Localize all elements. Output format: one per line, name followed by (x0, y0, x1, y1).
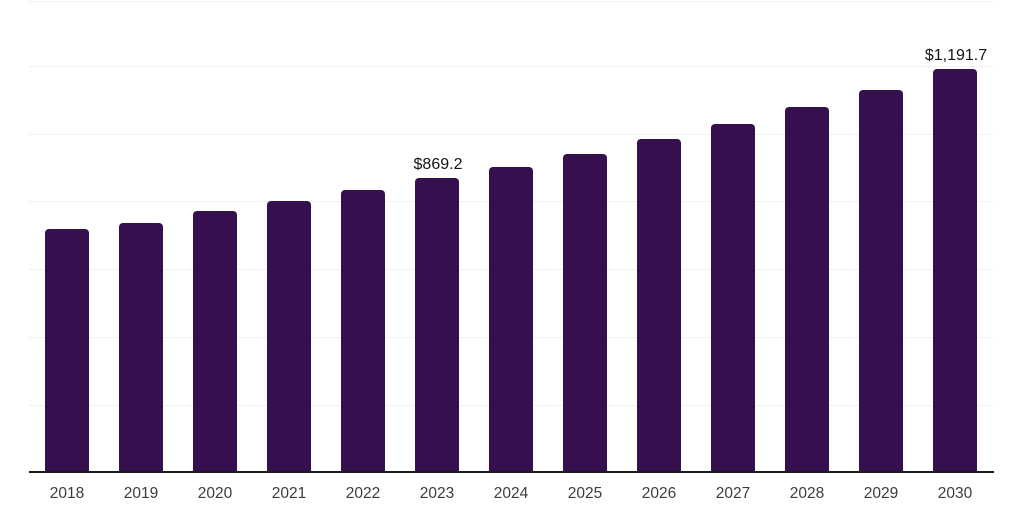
x-axis-line (29, 471, 994, 473)
x-tick-label-2024: 2024 (493, 485, 529, 502)
x-tick-label-2025: 2025 (567, 485, 603, 502)
data-label-2030: $1,191.7 (924, 46, 988, 64)
x-tick-label-2030: 2030 (937, 485, 973, 502)
bar-2027 (711, 124, 755, 473)
bar-2022 (341, 189, 385, 473)
x-tick-label-2018: 2018 (49, 485, 85, 502)
gridline-1000 (29, 133, 994, 135)
bar-2030 (933, 68, 977, 473)
bar-2020 (193, 210, 237, 473)
bar-2028 (785, 107, 829, 473)
x-tick-label-2027: 2027 (715, 485, 751, 502)
x-tick-label-2019: 2019 (123, 485, 159, 502)
bar-2023 (415, 177, 459, 473)
bar-2021 (267, 201, 311, 473)
x-tick-label-2029: 2029 (863, 485, 899, 502)
x-tick-label-2028: 2028 (789, 485, 825, 502)
x-tick-label-2026: 2026 (641, 485, 677, 502)
bar-2024 (489, 166, 533, 473)
bar-2026 (637, 139, 681, 473)
bar-2019 (119, 222, 163, 473)
x-tick-label-2021: 2021 (271, 485, 307, 502)
x-tick-label-2022: 2022 (345, 485, 381, 502)
x-tick-label-2023: 2023 (419, 485, 455, 502)
bar-2018 (45, 228, 89, 473)
bar-2029 (859, 89, 903, 473)
bar-2025 (563, 153, 607, 473)
gridline-1400 (29, 0, 994, 2)
x-tick-label-2020: 2020 (197, 485, 233, 502)
data-label-2023: $869.2 (413, 155, 463, 173)
gridline-1200 (29, 65, 994, 67)
